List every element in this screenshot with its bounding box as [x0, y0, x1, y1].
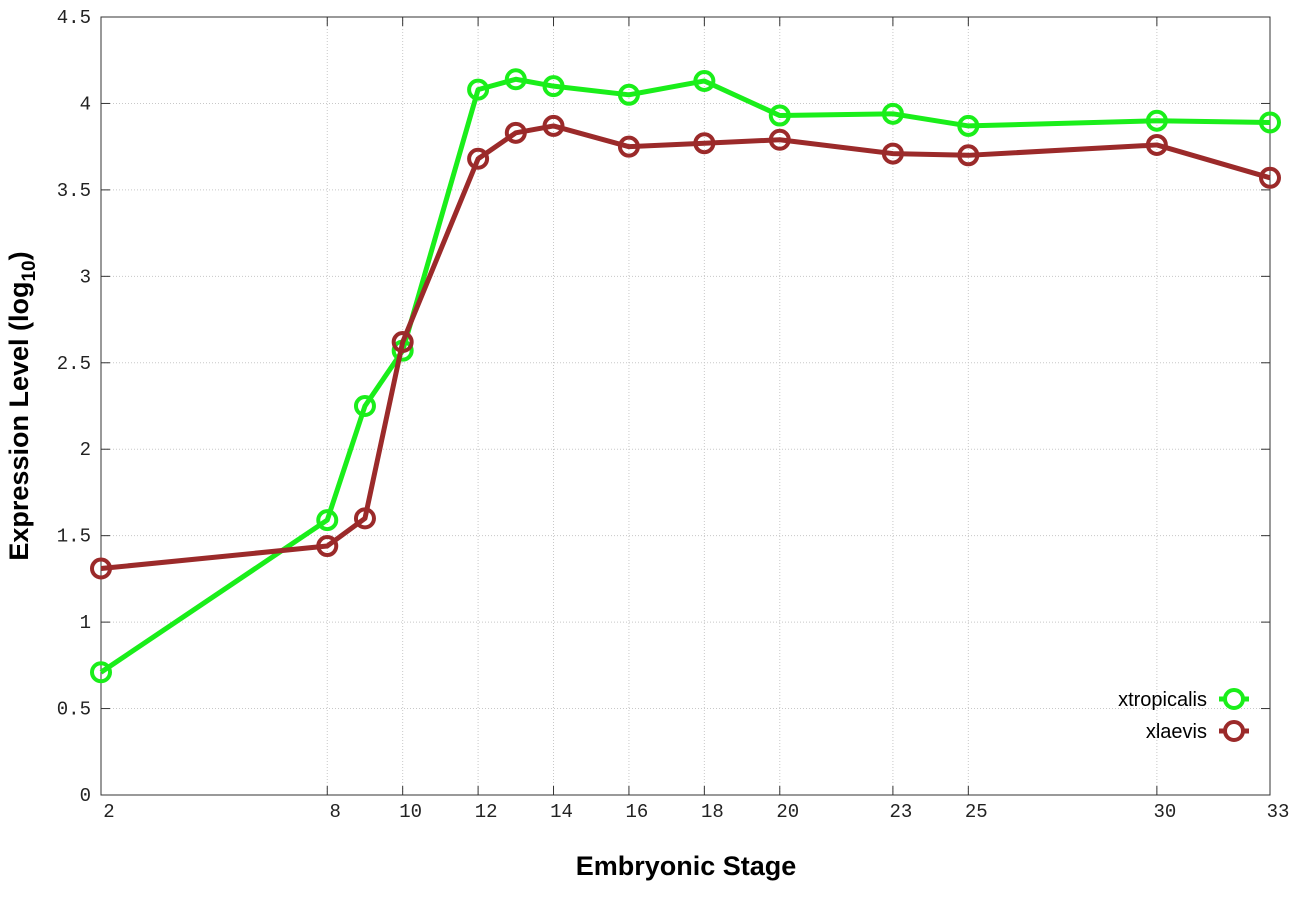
data-point: [768, 104, 791, 127]
y-axis-title-subscript: 10: [19, 260, 40, 281]
y-axis-title: Expression Level (log10): [4, 251, 40, 560]
data-point: [467, 78, 490, 101]
data-point: [881, 142, 904, 165]
x-axis-title: Embryonic Stage: [576, 851, 797, 881]
y-tick-label: 4: [80, 93, 91, 115]
x-tick-label: 30: [1153, 801, 1176, 823]
y-tick-label: 1.5: [57, 526, 91, 548]
data-point: [881, 102, 904, 125]
legend-label: xlaevis: [1146, 721, 1207, 743]
x-tick-label: 14: [550, 801, 573, 823]
data-point: [353, 507, 376, 530]
y-tick-label: 3: [80, 266, 91, 288]
series-line: [100, 123, 1271, 572]
x-tick-label: 18: [701, 801, 724, 823]
data-point: [957, 144, 980, 167]
y-tick-label: 2.5: [57, 353, 91, 375]
series-line: [99, 76, 1271, 675]
x-tick-label: 8: [330, 801, 341, 823]
y-tick-label: 3.5: [57, 180, 91, 202]
y-tick-label: 4.5: [57, 7, 91, 29]
data-point: [353, 395, 376, 417]
data-point: [504, 121, 527, 144]
data-point: [467, 147, 490, 170]
x-tick-label: 20: [776, 801, 799, 823]
x-tick-label: 16: [626, 801, 649, 823]
data-point: [1259, 166, 1281, 189]
data-point: [90, 661, 112, 684]
data-point: [693, 69, 716, 92]
x-tick-label: 10: [399, 801, 422, 823]
legend-marker: [1223, 720, 1245, 742]
data-point: [90, 557, 112, 580]
y-tick-label: 2: [80, 439, 91, 461]
y-axis-title-text: Expression Level (log: [4, 282, 34, 561]
data-point: [617, 135, 640, 158]
x-tick-label: 12: [475, 801, 498, 823]
data-point: [504, 68, 527, 91]
data-point: [693, 132, 716, 155]
data-point: [1145, 109, 1168, 132]
data-point: [768, 128, 791, 151]
x-tick-label: 33: [1267, 801, 1290, 823]
legend-label: xtropicalis: [1118, 689, 1207, 711]
data-point: [617, 83, 640, 106]
y-tick-label: 0.5: [57, 699, 91, 721]
data-point: [542, 75, 565, 98]
data-point: [542, 114, 565, 137]
x-tick-label: 25: [965, 801, 988, 823]
x-tick-label: 2: [103, 801, 114, 823]
plot-frame: [100, 16, 1271, 796]
data-point: [1145, 133, 1168, 156]
data-point: [316, 535, 339, 558]
data-point: [316, 509, 339, 532]
data-point: [391, 331, 414, 354]
x-tick-label: 23: [889, 801, 912, 823]
y-tick-label: 0: [80, 785, 91, 807]
y-axis-title-close: ): [4, 251, 34, 260]
y-tick-label: 1: [80, 612, 91, 634]
legend-marker: [1223, 688, 1245, 710]
data-point: [1259, 111, 1281, 134]
data-point: [957, 114, 980, 137]
